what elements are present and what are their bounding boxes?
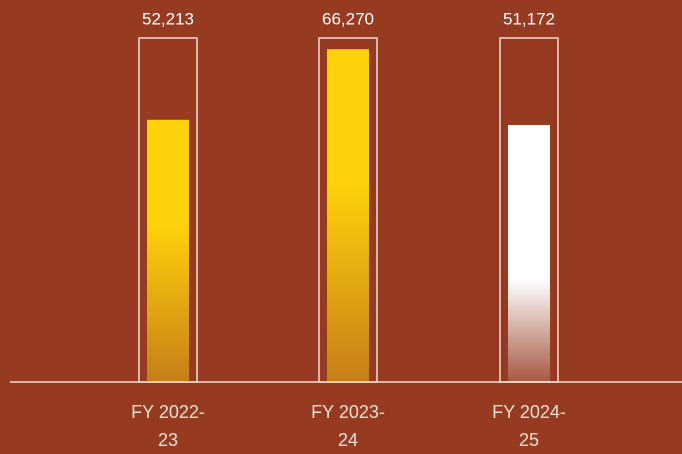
bar	[508, 125, 550, 383]
x-tick-label: FY 2023-24	[311, 402, 385, 450]
bar	[327, 49, 369, 383]
value-label: 66,270	[322, 9, 374, 28]
x-tick-label: FY 2024-25	[492, 402, 566, 450]
value-label: 51,172	[503, 9, 555, 28]
value-label: 52,213	[142, 9, 194, 28]
x-tick-label: FY 2022-23	[131, 402, 205, 450]
bar	[147, 119, 189, 382]
